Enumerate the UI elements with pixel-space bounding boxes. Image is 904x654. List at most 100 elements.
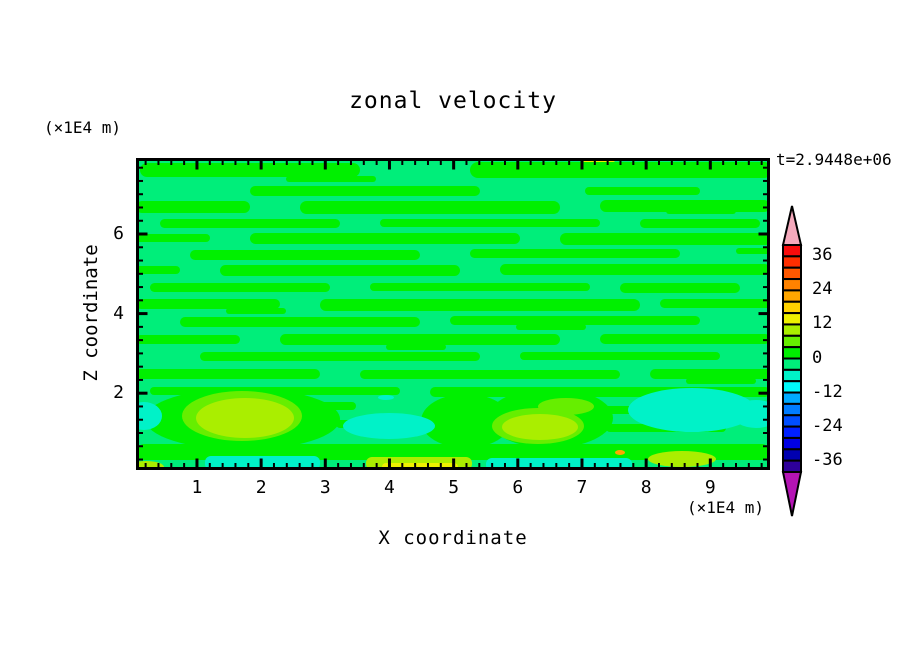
colorbar-segment bbox=[782, 255, 802, 269]
colorbar-segment bbox=[782, 436, 802, 451]
x-tick-label: 6 bbox=[512, 477, 524, 498]
colorbar-segment bbox=[782, 357, 802, 371]
contour-streak bbox=[585, 187, 700, 195]
contour-streak bbox=[180, 317, 420, 327]
colorbar-over-arrow bbox=[781, 205, 803, 246]
colorbar-segment bbox=[782, 368, 802, 383]
y-tick-label: 4 bbox=[113, 302, 124, 324]
contour-field bbox=[136, 158, 770, 470]
contour-streak bbox=[136, 201, 250, 213]
contour-streak bbox=[226, 308, 286, 314]
time-label: t=2.9448e+06 bbox=[776, 150, 892, 169]
contour-streak bbox=[686, 378, 756, 384]
contour-streak bbox=[520, 352, 720, 360]
contour-streak bbox=[386, 344, 446, 350]
x-tick-label: 1 bbox=[191, 477, 203, 498]
colorbar-svg bbox=[781, 205, 803, 517]
contour-streak bbox=[250, 186, 480, 196]
contour-blob bbox=[502, 414, 578, 440]
contour-streak bbox=[736, 248, 770, 254]
colorbar-segment bbox=[782, 425, 802, 439]
contour-streak bbox=[136, 335, 240, 344]
contour-streak bbox=[136, 299, 280, 309]
contour-streak bbox=[660, 299, 770, 308]
contour-streak bbox=[600, 334, 770, 344]
contour-streak bbox=[136, 234, 210, 242]
colorbar-label: -12 bbox=[812, 381, 843, 402]
contour-streak bbox=[620, 283, 740, 293]
colorbar-segment bbox=[782, 244, 802, 258]
colorbar-segment bbox=[782, 278, 802, 292]
contour-patch bbox=[421, 394, 511, 448]
colorbar-segment bbox=[782, 334, 802, 349]
contour-streak bbox=[150, 283, 330, 292]
contour-blob bbox=[343, 413, 435, 439]
contour-streak bbox=[220, 265, 460, 276]
x-axis-title: X coordinate bbox=[378, 527, 528, 549]
colorbar-segment bbox=[782, 312, 802, 326]
contour-blob bbox=[732, 400, 770, 428]
contour-streak bbox=[320, 299, 640, 311]
contour-streak bbox=[380, 219, 600, 227]
contour-streak bbox=[250, 233, 520, 244]
colorbar-label: -24 bbox=[812, 415, 843, 436]
colorbar-segment bbox=[782, 391, 802, 405]
x-tick-label: 4 bbox=[384, 477, 395, 498]
x-tick-label: 5 bbox=[448, 477, 460, 498]
contour-streak bbox=[140, 163, 360, 177]
colorbar-segment bbox=[782, 266, 802, 281]
contour-streak bbox=[500, 264, 770, 275]
colorbar-label: 24 bbox=[812, 279, 833, 300]
contour-streak bbox=[370, 283, 590, 291]
contour-blob bbox=[136, 402, 162, 430]
contour-streak bbox=[160, 219, 340, 228]
x-tick-label: 9 bbox=[704, 477, 716, 498]
plot-area bbox=[136, 158, 770, 470]
colorbar-segment bbox=[782, 448, 802, 462]
contour-streak bbox=[560, 233, 770, 245]
x-tick-label: 8 bbox=[640, 477, 652, 498]
contour-streak bbox=[286, 176, 376, 182]
x-tick-label: 2 bbox=[255, 477, 267, 498]
colorbar-label: -36 bbox=[812, 449, 843, 470]
chart-title: zonal velocity bbox=[349, 88, 557, 114]
contour-streak bbox=[640, 219, 760, 228]
contour-streak bbox=[650, 369, 770, 379]
contour-streak bbox=[300, 201, 560, 214]
x-tick-label: 3 bbox=[319, 477, 331, 498]
contour-blob bbox=[615, 450, 625, 455]
contour-streak bbox=[470, 249, 680, 258]
colorbar-segment bbox=[782, 300, 802, 315]
contour-blob bbox=[628, 388, 756, 432]
contour-streak bbox=[470, 162, 770, 178]
colorbar-segment bbox=[782, 323, 802, 337]
contour-blob bbox=[648, 451, 716, 467]
contour-streak bbox=[360, 370, 620, 379]
contour-blob bbox=[196, 398, 294, 438]
colorbar-label: 0 bbox=[812, 347, 823, 368]
plot-frame bbox=[136, 158, 770, 470]
colorbar-segment bbox=[782, 346, 802, 360]
contour-blob bbox=[378, 395, 394, 400]
colorbar-label: 36 bbox=[812, 245, 833, 266]
contour-streak bbox=[450, 316, 700, 325]
colorbar-segment bbox=[782, 459, 802, 473]
colorbar-under-arrow bbox=[781, 471, 803, 517]
contour-streak bbox=[136, 369, 320, 379]
colorbar-label: 12 bbox=[812, 313, 833, 334]
colorbar-segment bbox=[782, 414, 802, 428]
colorbar-segment bbox=[782, 380, 802, 394]
colorbar bbox=[780, 198, 840, 528]
contour-streak bbox=[190, 250, 420, 260]
colorbar-segment bbox=[782, 289, 802, 303]
x-tick-label: 7 bbox=[576, 477, 588, 498]
contour-streak bbox=[666, 208, 736, 214]
contour-streak bbox=[200, 352, 480, 361]
contour-blob bbox=[538, 398, 594, 415]
y-tick-label: 6 bbox=[113, 223, 124, 244]
contour-streak bbox=[280, 334, 560, 345]
colorbar-segment bbox=[782, 402, 802, 417]
contour-streak bbox=[516, 324, 586, 330]
x-axis-unit-label: (×1E4 m) bbox=[687, 498, 765, 517]
